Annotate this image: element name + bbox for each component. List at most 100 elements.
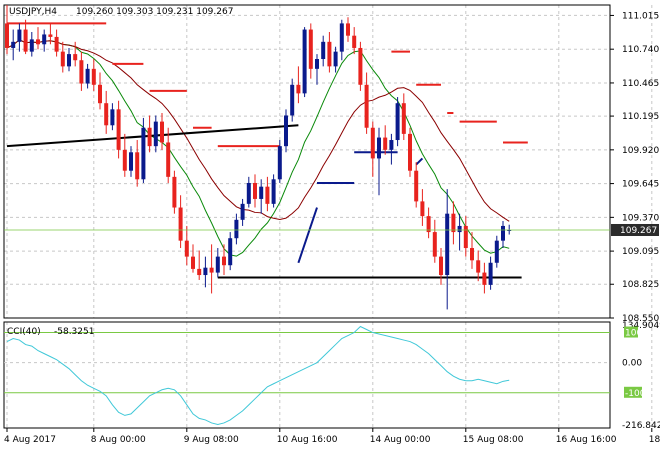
candle-body — [358, 47, 363, 85]
candle-body — [222, 256, 226, 266]
candle-body — [228, 238, 233, 266]
candle-body — [321, 41, 326, 60]
cci-lower-level-tag — [624, 386, 642, 398]
candle-body — [395, 103, 400, 141]
candle-body — [315, 59, 319, 69]
cci-indicator-label: CCI(40) — [7, 327, 41, 337]
candle-body — [470, 248, 474, 261]
candle-body — [302, 29, 307, 94]
candle-body — [184, 240, 189, 257]
candle-body — [265, 186, 270, 204]
price-tick-label: 111.015 — [622, 11, 659, 21]
time-axis: 4 Aug 2017 8 Aug 00:00 9 Aug 08:00 10 Aug 1… — [4, 428, 660, 445]
price-tick-label: 108.550 — [622, 314, 659, 324]
candle-body — [54, 36, 59, 52]
cci-axis-top-label: 134.9049 — [622, 321, 660, 331]
candle-body — [445, 213, 450, 276]
candle-body — [129, 152, 133, 171]
candle-body — [482, 272, 487, 285]
price-tick-label: 108.825 — [622, 280, 659, 290]
price-tick-label: 110.465 — [622, 79, 659, 89]
candle-body — [457, 225, 462, 233]
candle-body — [488, 262, 493, 285]
candle-body — [60, 51, 65, 67]
candle-body — [308, 29, 313, 69]
current-price-tag-label: 109.267 — [620, 226, 657, 236]
fast-moving-average-line — [6, 39, 510, 257]
slow-moving-average-line — [6, 39, 510, 222]
candle-body — [153, 121, 158, 147]
candle-body — [327, 41, 332, 67]
candle-body — [116, 109, 121, 150]
price-tick-label: 109.095 — [622, 247, 659, 257]
candle-body — [191, 256, 195, 269]
cci-panel: 134.9049 0.00 -216.8423 100 -100 — [4, 321, 660, 431]
candle-body — [439, 256, 443, 276]
candle-body — [209, 267, 214, 273]
candle-body — [333, 51, 338, 67]
candles — [5, 5, 512, 310]
candle-body — [346, 23, 350, 36]
candle-body — [426, 216, 431, 233]
price-tick-label: 109.370 — [622, 213, 659, 223]
blue-stop-line — [297, 207, 318, 264]
candle-body — [147, 127, 152, 147]
candle-body — [91, 68, 96, 85]
candle-body — [166, 142, 171, 177]
cci-axis-zero-label: 0.00 — [622, 359, 642, 369]
candle-body — [277, 146, 282, 180]
candle-body — [383, 137, 388, 150]
chart-symbol-label: USDJPY,H4 — [9, 7, 57, 17]
candle-body — [389, 140, 394, 150]
candle-body — [339, 23, 344, 52]
candle-body — [259, 186, 264, 199]
candle-body — [420, 201, 425, 217]
candle-body — [104, 103, 109, 126]
candle-body — [240, 203, 245, 220]
candle-body — [141, 127, 146, 180]
time-tick-label: 18 Aug 00:00 — [649, 435, 660, 445]
candle-body — [122, 149, 127, 171]
price-axis: 111.015 110.740 110.465 110.195 109.920 109.6… — [610, 11, 659, 324]
candle-body — [364, 84, 369, 128]
candle-body — [401, 103, 406, 134]
candle-body — [271, 179, 276, 204]
time-tick-label: 10 Aug 16:00 — [277, 435, 338, 445]
candle-body — [29, 39, 34, 52]
candle-body — [253, 182, 257, 199]
candle-body — [463, 225, 468, 249]
time-tick-label: 9 Aug 08:00 — [184, 435, 239, 445]
candle-body — [203, 267, 208, 276]
cci-indicator-value: -58.3251 — [54, 327, 94, 337]
candle-body — [414, 170, 419, 202]
blue-stop-line — [415, 157, 424, 166]
time-tick-label: 14 Aug 00:00 — [370, 435, 431, 445]
cci-axis-bottom-label: -216.8423 — [622, 421, 660, 431]
candle-body — [5, 23, 9, 48]
time-tick-label: 4 Aug 2017 — [4, 435, 56, 445]
candle-body — [135, 152, 140, 180]
candle-body — [85, 68, 90, 84]
cci-lower-level-label: -100 — [625, 389, 646, 399]
cci-line — [6, 325, 510, 425]
price-tick-label: 110.195 — [622, 112, 659, 122]
current-price-tag — [611, 223, 659, 236]
trend-line — [6, 124, 299, 148]
candle-body — [432, 232, 437, 257]
candle-body — [507, 229, 512, 231]
candle-body — [67, 54, 71, 67]
cci-upper-level-label: 100 — [625, 329, 642, 339]
cci-panel-frame — [3, 321, 611, 429]
candle-body — [352, 35, 357, 48]
candle-body — [234, 219, 239, 239]
candle-body — [178, 207, 183, 241]
chart-frames — [3, 4, 611, 429]
candle-body — [36, 39, 40, 45]
time-tick-label: 16 Aug 16:00 — [556, 435, 617, 445]
candle-body — [160, 121, 164, 143]
candle-body — [48, 34, 53, 37]
price-tick-label: 110.740 — [622, 45, 659, 55]
candle-body — [501, 225, 505, 241]
